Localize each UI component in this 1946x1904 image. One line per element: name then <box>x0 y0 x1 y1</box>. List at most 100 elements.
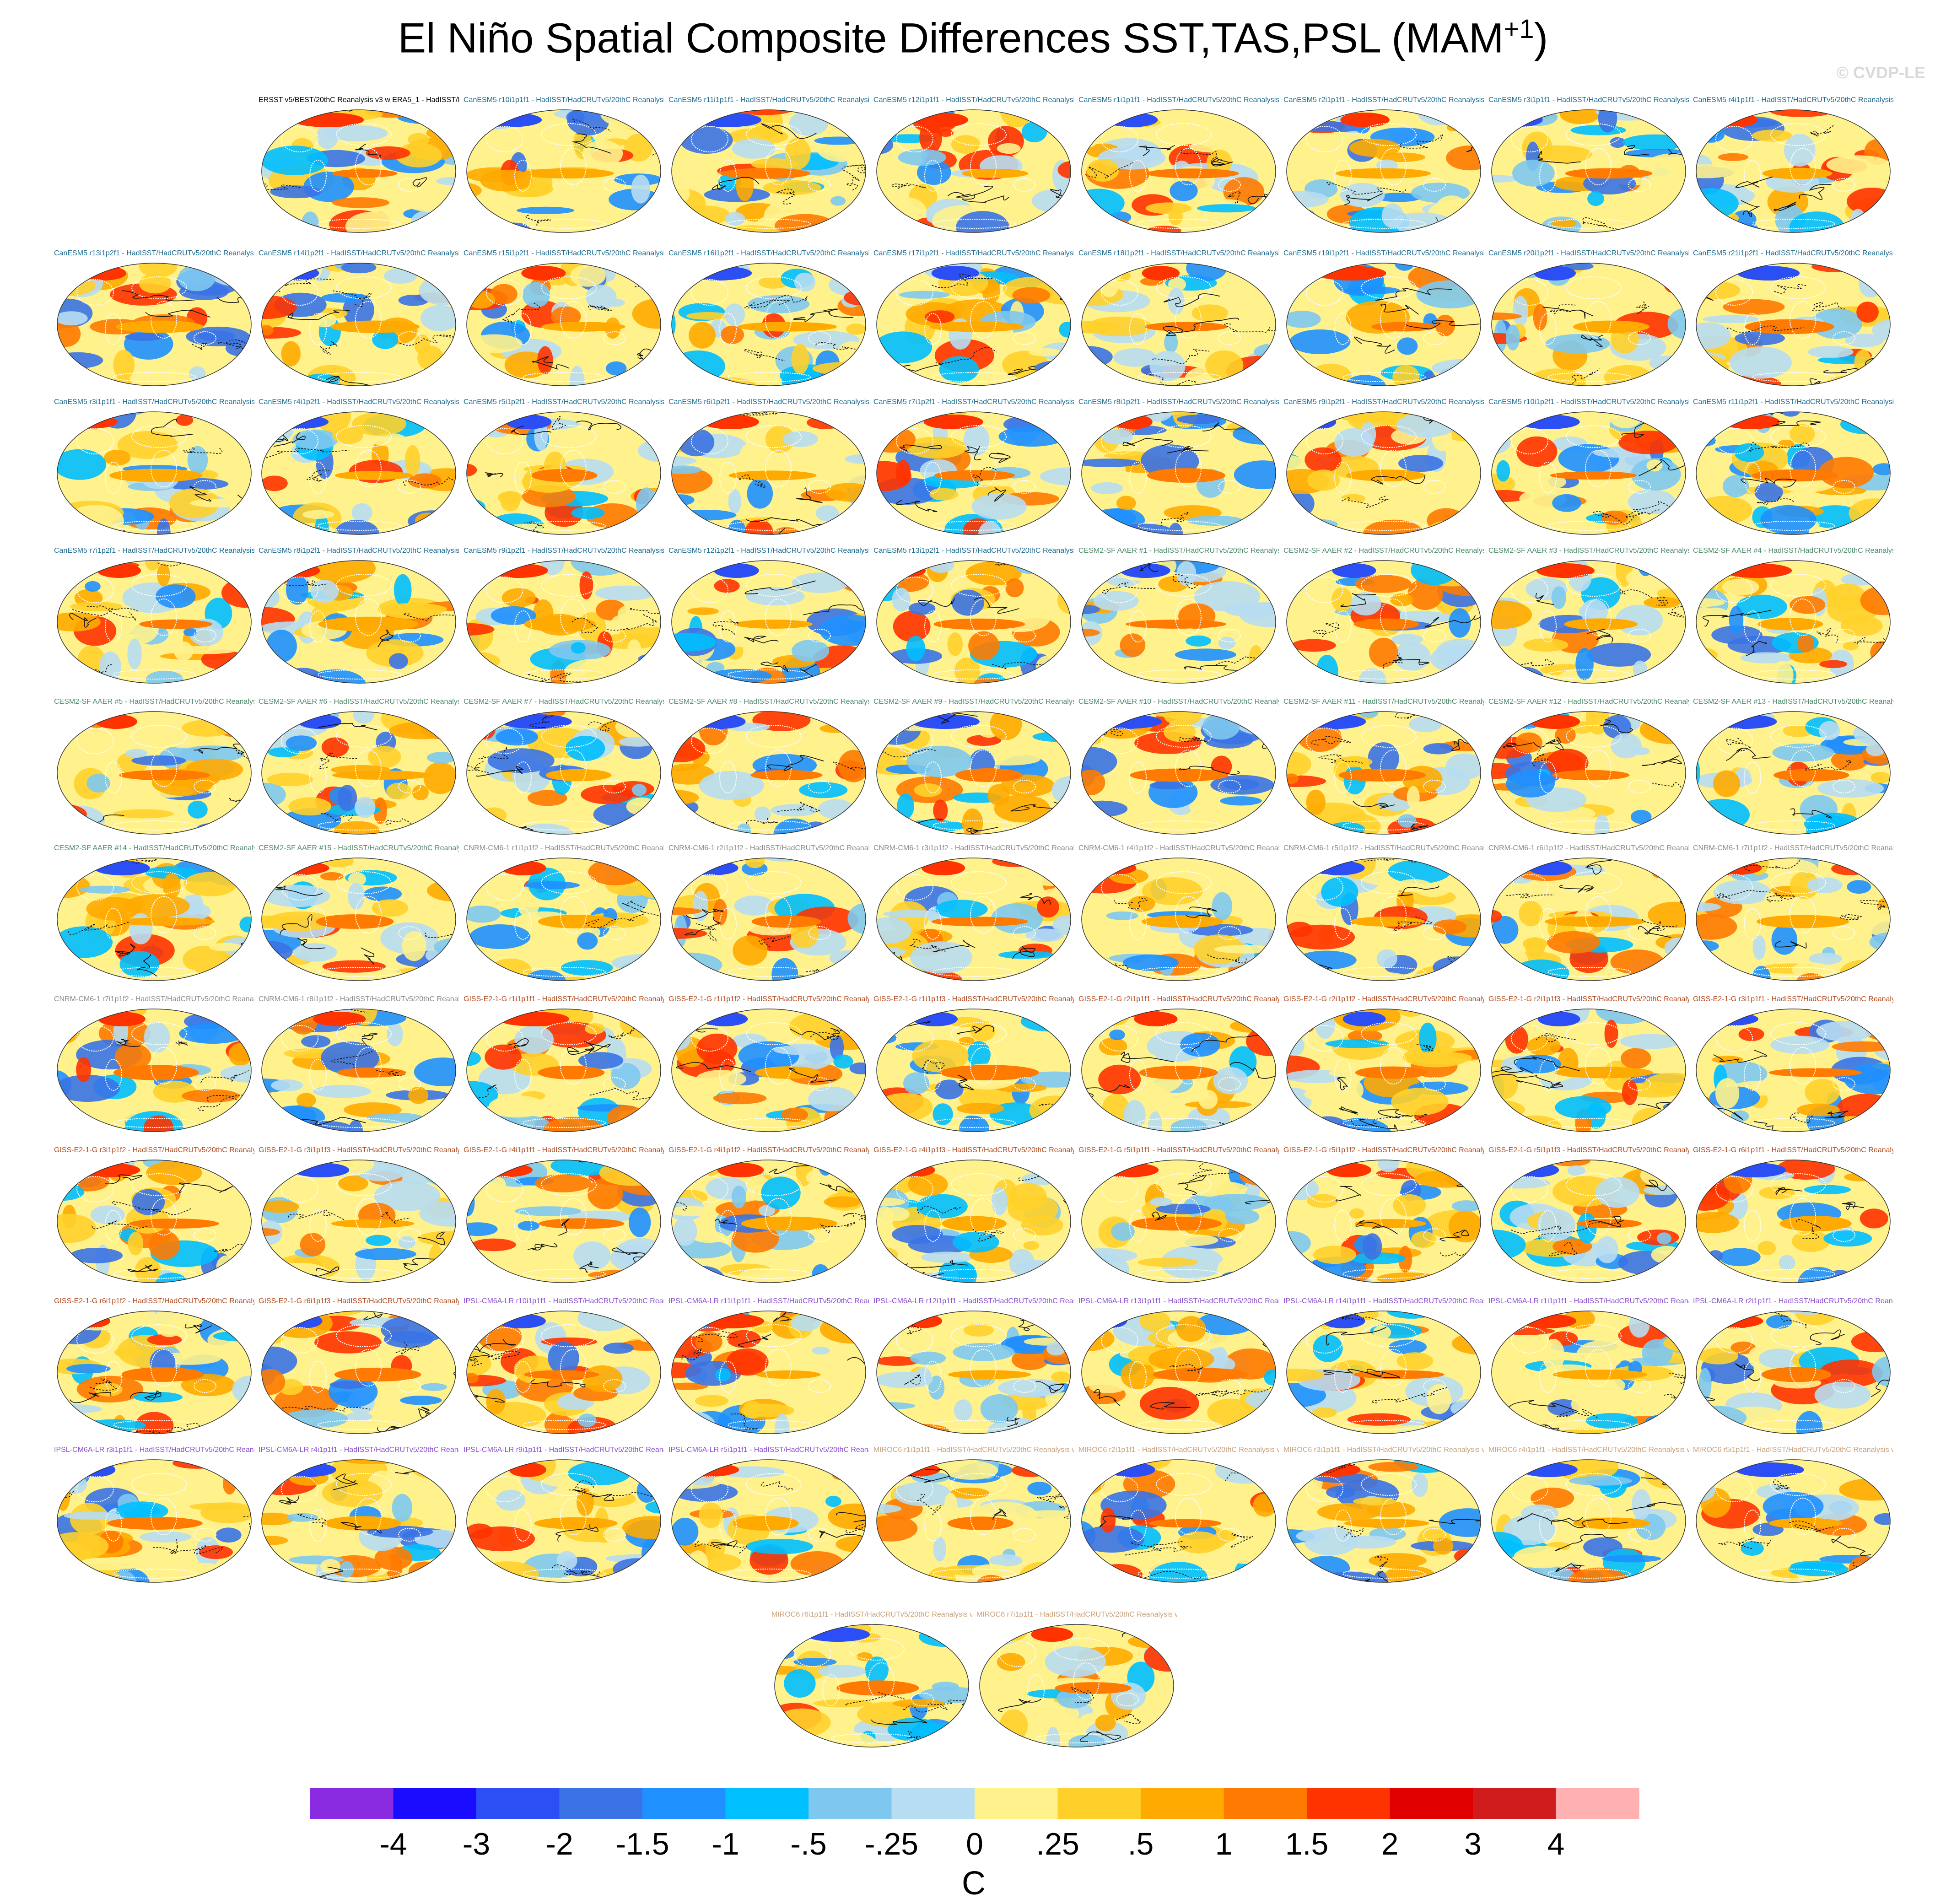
panel-label: GISS-E2-1-G r1i1p1f1 - HadISST/HadCRUTv5… <box>464 995 664 1003</box>
panel-map <box>1491 109 1686 233</box>
coastline-outline <box>194 480 216 494</box>
cool-anomaly-blob <box>830 196 846 206</box>
cool-anomaly-blob <box>645 1500 661 1514</box>
cool-anomaly-blob <box>1781 412 1800 417</box>
coastline-outline <box>194 1379 216 1393</box>
psl-contour <box>806 969 831 981</box>
coastline-outline <box>999 1640 1036 1667</box>
psl-contour <box>220 525 244 533</box>
warm-anomaly-blob <box>57 481 96 489</box>
coastline-outline <box>951 276 1007 299</box>
panel-label: CESM2-SF AAER #10 - HadISST/HadCRUTv5/20… <box>1078 698 1279 706</box>
map-panel: MIROC6 r5i1p1f1 - HadISST/HadCRUTv5/20th… <box>1693 1446 1893 1583</box>
coastline-outline <box>76 1476 114 1502</box>
map-panel: CNRM-CM6-1 r4i1p1f2 - HadISST/HadCRUTv5/… <box>1078 844 1279 982</box>
coastline-outline <box>1790 1498 1816 1535</box>
coastline-outline <box>1342 967 1426 977</box>
psl-contour <box>525 215 551 226</box>
cool-anomaly-blob <box>1362 1233 1382 1260</box>
coastline-outline <box>1770 1473 1826 1496</box>
warm-anomaly-blob <box>146 1160 202 1185</box>
cool-anomaly-blob <box>631 174 650 204</box>
panel-label: IPSL-CM6A-LR r9i1p1f1 - HadISST/HadCRUTv… <box>464 1446 664 1454</box>
map-border <box>876 263 1071 386</box>
coastline-outline <box>1511 728 1548 754</box>
psl-contour <box>234 1111 251 1120</box>
cool-anomaly-blob <box>273 1106 316 1126</box>
coastline-outline <box>1790 148 1816 185</box>
cool-anomaly-blob <box>1148 1111 1163 1132</box>
map-border <box>1696 411 1891 535</box>
psl-contour <box>1790 808 1832 819</box>
map-panel: CanESM5 r8i1p2f1 - HadISST/HadCRUTv5/20t… <box>259 547 459 684</box>
map-panel: CESM2-SF AAER #11 - HadISST/HadCRUTv5/20… <box>1283 698 1484 835</box>
cool-anomaly-blob <box>699 771 764 800</box>
panel-label: CanESM5 r3i1p1f1 - HadISST/HadCRUTv5/20t… <box>54 398 254 406</box>
coastline-outline <box>560 1498 587 1535</box>
map-panel: CESM2-SF AAER #8 - HadISST/HadCRUTv5/20t… <box>668 698 869 835</box>
cool-anomaly-blob <box>1215 1460 1276 1484</box>
coastline-outline <box>355 450 382 487</box>
warm-anomaly-blob <box>1433 919 1466 935</box>
map-border <box>1081 858 1276 981</box>
coastline-outline <box>924 160 942 192</box>
warm-anomaly-blob <box>165 351 193 367</box>
warm-anomaly-blob <box>841 220 866 231</box>
psl-contour <box>1713 1050 1768 1063</box>
high-latitude-anomaly <box>1120 563 1170 578</box>
psl-contour <box>676 1062 751 1073</box>
panel-label: CESM2-SF AAER #2 - HadISST/HadCRUTv5/20t… <box>1283 547 1484 555</box>
cool-anomaly-blob <box>355 1248 416 1260</box>
equatorial-pacific-anomaly <box>1355 1066 1429 1079</box>
warm-anomaly-blob <box>877 211 887 222</box>
warm-anomaly-blob <box>1790 596 1826 614</box>
warm-anomaly-blob <box>371 433 407 447</box>
cool-anomaly-blob <box>1360 422 1376 447</box>
coastline-outline <box>1585 599 1612 636</box>
warm-anomaly-blob <box>680 858 700 872</box>
coastline-outline <box>541 574 597 597</box>
cool-anomaly-blob <box>631 784 647 796</box>
coastline-outline <box>560 896 587 933</box>
psl-contour <box>819 1530 863 1538</box>
high-latitude-anomaly <box>1722 415 1780 429</box>
coastline-outline <box>896 1025 933 1052</box>
warm-anomaly-blob <box>1291 639 1336 652</box>
warm-anomaly-blob <box>1038 678 1071 683</box>
panel-label: IPSL-CM6A-LR r10i1p1f1 - HadISST/HadCRUT… <box>464 1297 664 1305</box>
psl-contour <box>214 1238 251 1253</box>
map-panel: GISS-E2-1-G r2i1p1f2 - HadISST/HadCRUTv5… <box>1283 995 1484 1133</box>
warm-anomaly-blob <box>999 1709 1028 1742</box>
cool-anomaly-blob <box>690 1411 733 1434</box>
psl-contour <box>611 1247 645 1264</box>
high-latitude-anomaly <box>497 1314 546 1328</box>
map-border <box>1081 1009 1276 1132</box>
warm-anomaly-blob <box>1818 457 1874 488</box>
warm-anomaly-blob <box>181 1374 235 1397</box>
cool-anomaly-blob <box>578 1052 624 1069</box>
psl-contour <box>1849 110 1877 116</box>
equatorial-pacific-anomaly <box>737 322 837 332</box>
psl-contour <box>1696 1009 1723 1010</box>
warm-anomaly-blob <box>209 943 242 951</box>
psl-contour <box>1789 1112 1814 1123</box>
warm-anomaly-blob <box>467 263 495 275</box>
psl-contour <box>1696 292 1714 304</box>
coastline-outline <box>1361 276 1417 299</box>
psl-contour <box>579 1261 599 1273</box>
psl-contour <box>57 712 81 719</box>
psl-contour <box>916 1494 942 1516</box>
psl-contour <box>1810 124 1835 137</box>
warm-anomaly-blob <box>890 1559 918 1582</box>
map-panel: CanESM5 r3i1p1f1 - HadISST/HadCRUTv5/20t… <box>1488 96 1689 233</box>
cool-anomaly-blob <box>1696 1009 1705 1024</box>
warm-anomaly-blob <box>877 164 932 181</box>
cool-anomaly-blob <box>1197 204 1256 213</box>
cool-anomaly-blob <box>1697 1460 1751 1462</box>
warm-anomaly-blob <box>672 1277 697 1283</box>
cool-anomaly-blob <box>1640 1462 1681 1471</box>
coastline-outline <box>1129 1361 1147 1393</box>
psl-contour <box>381 1211 410 1224</box>
coastline-outline <box>523 219 606 229</box>
warm-anomaly-blob <box>1857 1311 1890 1333</box>
